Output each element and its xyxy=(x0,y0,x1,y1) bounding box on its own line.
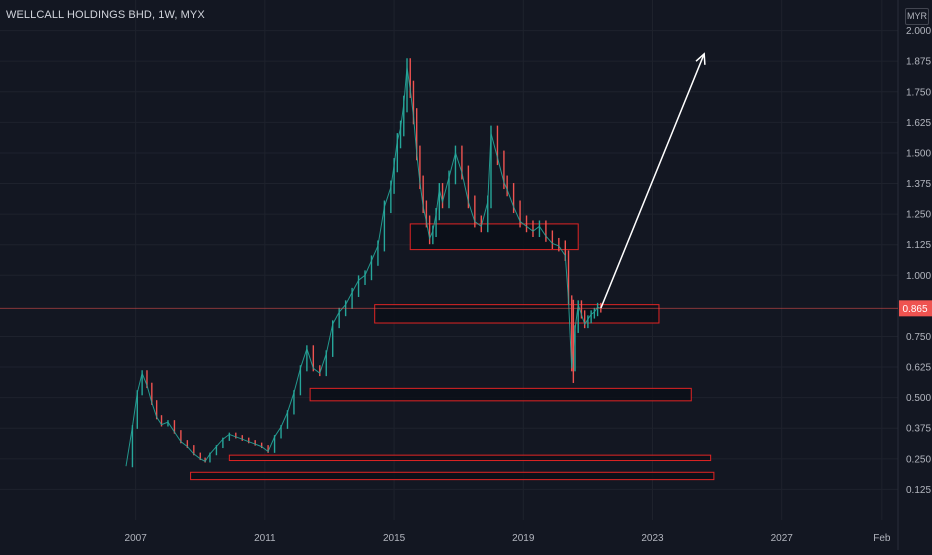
zone-2 xyxy=(374,304,660,324)
currency-badge[interactable]: MYR xyxy=(905,8,929,25)
x-tick-label: 2019 xyxy=(512,533,535,544)
last-price-label: 0.865 xyxy=(902,304,927,315)
arrow-head xyxy=(695,52,706,65)
y-tick-label: 1.125 xyxy=(906,240,931,251)
y-tick-label: 1.750 xyxy=(906,87,931,98)
y-tick-label: 0.125 xyxy=(906,485,931,496)
zone-4 xyxy=(228,454,712,462)
symbol-title[interactable]: WELLCALL HOLDINGS BHD, 1W, MYX xyxy=(6,9,205,21)
price-series xyxy=(125,58,602,468)
x-tick-label: 2007 xyxy=(125,533,148,544)
y-tick-label: 1.500 xyxy=(906,148,931,159)
series-line xyxy=(125,67,601,467)
zone-1 xyxy=(409,223,579,251)
target-arrow xyxy=(600,52,706,309)
y-tick-label: 1.375 xyxy=(906,179,931,190)
support-zones xyxy=(190,223,715,481)
time-axis[interactable]: 2007 2011 2015 2019 2023 2027 Feb xyxy=(125,533,891,544)
price-axis[interactable]: 0.125 0.250 0.375 0.500 0.625 0.750 1.000 1.125… xyxy=(906,26,931,496)
zone-3 xyxy=(309,387,692,402)
y-tick-label: 1.000 xyxy=(906,271,931,282)
y-tick-label: 0.250 xyxy=(906,454,931,465)
arrow-shaft xyxy=(600,53,705,309)
x-tick-label: 2015 xyxy=(383,533,406,544)
x-tick-label: Feb xyxy=(873,533,891,544)
y-tick-label: 1.625 xyxy=(906,118,931,129)
y-tick-label: 0.375 xyxy=(906,424,931,435)
y-tick-label: 1.250 xyxy=(906,210,931,221)
x-tick-label: 2011 xyxy=(254,533,276,544)
zone-5 xyxy=(190,471,715,481)
y-tick-label: 2.000 xyxy=(906,26,931,37)
x-tick-label: 2027 xyxy=(771,533,794,544)
last-price-tag xyxy=(899,300,932,317)
y-tick-label: 0.750 xyxy=(906,332,931,343)
y-tick-label: 0.500 xyxy=(906,393,931,404)
y-tick-label: 0.625 xyxy=(906,363,931,374)
y-tick-label: 1.875 xyxy=(906,57,931,68)
last-price-marker: 0.865 xyxy=(0,300,932,317)
x-tick-label: 2023 xyxy=(641,533,664,544)
